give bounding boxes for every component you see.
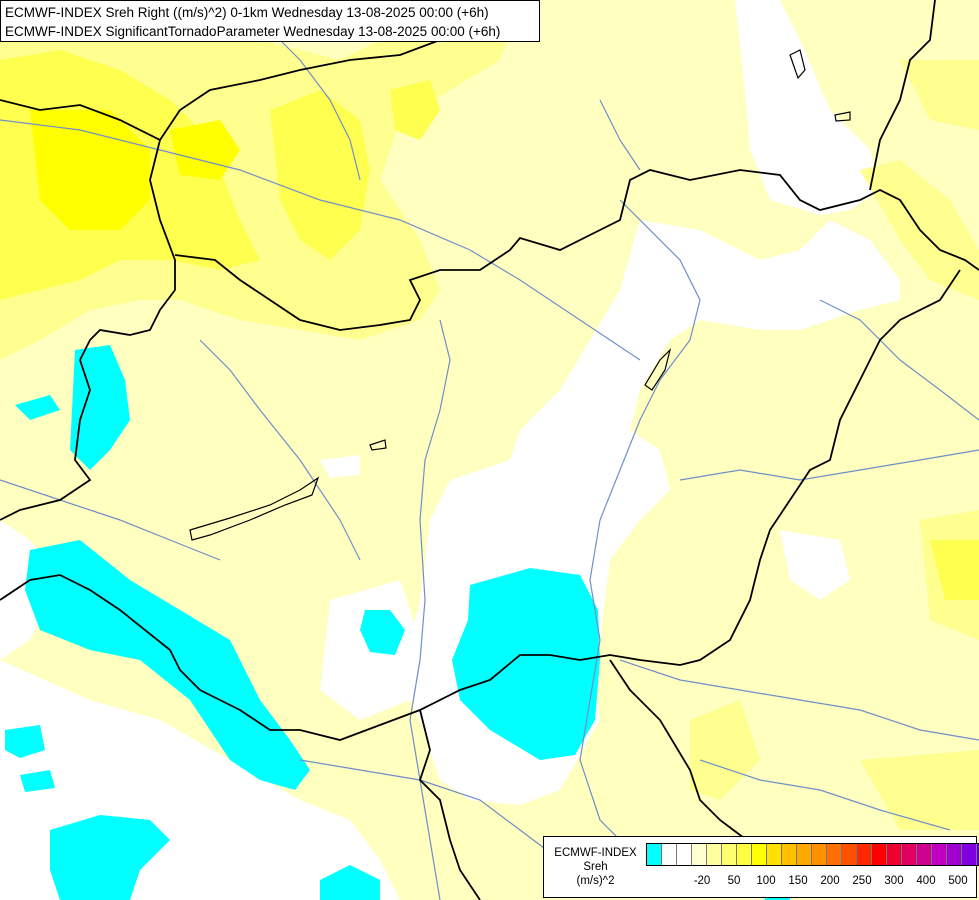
legend-swatch xyxy=(812,844,827,865)
lake-balaton xyxy=(189,476,320,541)
title-line-sreh: ECMWF-INDEX Sreh Right ((m/s)^2) 0-1km W… xyxy=(5,5,489,20)
legend-tick: 150 xyxy=(788,875,808,887)
legend-swatch xyxy=(722,844,737,865)
legend-title-source: ECMWF-INDEX xyxy=(554,847,637,859)
legend-title: ECMWF-INDEX Sreh (m/s)^2 xyxy=(548,846,643,888)
lakes-layer xyxy=(189,49,851,541)
legend-tick: -20 xyxy=(693,875,711,887)
legend-swatch xyxy=(887,844,902,865)
negative-values-layer xyxy=(5,345,790,900)
legend-swatch xyxy=(692,844,707,865)
rivers-layer xyxy=(0,19,979,900)
legend-tick: 50 xyxy=(727,875,741,887)
legend-swatch xyxy=(932,844,947,865)
legend-tick: 500 xyxy=(948,875,968,887)
legend-color-bar xyxy=(646,843,979,866)
legend-swatch xyxy=(737,844,752,865)
legend-swatch xyxy=(947,844,962,865)
legend-tick: 300 xyxy=(884,875,904,887)
legend-title-variable: Sreh xyxy=(583,861,608,873)
legend-tick: 400 xyxy=(916,875,936,887)
legend-swatch xyxy=(827,844,842,865)
legend-swatch xyxy=(872,844,887,865)
legend-tick: 200 xyxy=(820,875,840,887)
color-legend: ECMWF-INDEX Sreh (m/s)^2 -20 50 100 150 200 2… xyxy=(543,836,979,898)
legend-swatch xyxy=(977,844,979,865)
legend-swatch xyxy=(797,844,812,865)
legend-tick-labels: -2050100150200250300400500700 xyxy=(644,875,974,889)
legend-swatch xyxy=(902,844,917,865)
legend-swatch xyxy=(917,844,932,865)
legend-title-unit: (m/s)^2 xyxy=(576,875,615,887)
legend-swatch xyxy=(677,844,692,865)
legend-tick: 100 xyxy=(756,875,776,887)
legend-swatch xyxy=(707,844,722,865)
legend-swatch xyxy=(647,844,662,865)
legend-swatch xyxy=(857,844,872,865)
map-title-box: ECMWF-INDEX Sreh Right ((m/s)^2) 0-1km W… xyxy=(0,0,540,42)
legend-swatch xyxy=(662,844,677,865)
legend-swatch xyxy=(962,844,977,865)
legend-swatch xyxy=(767,844,782,865)
legend-swatch xyxy=(752,844,767,865)
legend-swatch xyxy=(842,844,857,865)
legend-swatch xyxy=(782,844,797,865)
title-line-stp: ECMWF-INDEX SignificantTornadoParameter … xyxy=(5,24,501,39)
legend-tick: 250 xyxy=(852,875,872,887)
